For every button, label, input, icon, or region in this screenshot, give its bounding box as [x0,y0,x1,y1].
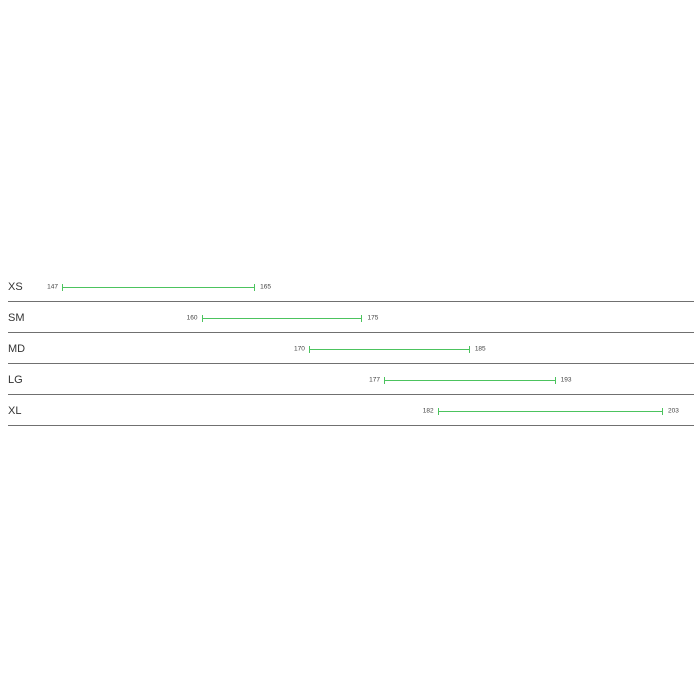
row-divider [8,394,694,395]
range-cap-right [254,283,256,291]
range-cap-right [468,345,470,353]
min-value-label: 182 [422,407,434,414]
range-cap-right [361,314,363,322]
row-divider [8,425,694,426]
max-value-label: 193 [560,376,572,383]
range-cap-left [308,345,310,353]
min-value-label: 147 [47,283,58,290]
category-label: SM [8,311,25,324]
size-row-sm: SM 160 175 [8,302,694,333]
max-value-label: 175 [367,314,379,321]
range-bar [308,345,470,353]
range-bar [437,407,663,415]
size-row-lg: LG 177 193 [8,364,694,395]
range-bar [383,376,556,384]
range-bar [201,314,363,322]
category-label: XS [8,280,23,293]
min-value-label: 160 [186,314,198,321]
size-row-xs: XS 147 165 [8,271,694,302]
size-row-xl: XL 182 203 [8,395,694,426]
max-value-label: 203 [668,407,679,414]
size-row-md: MD 170 185 [8,333,694,364]
category-label: XL [8,404,22,417]
range-cap-left [201,314,203,322]
row-divider [8,332,694,333]
min-value-label: 170 [293,345,305,352]
max-value-label: 185 [474,345,486,352]
category-label: MD [8,342,26,355]
range-cap-left [437,407,439,415]
range-cap-left [62,283,63,291]
range-bar [62,283,256,291]
range-cap-right [662,407,663,415]
row-divider [8,301,694,302]
row-divider [8,363,694,364]
range-cap-left [383,376,385,384]
category-label: LG [8,373,23,386]
min-value-label: 177 [369,376,380,383]
max-value-label: 165 [260,283,272,290]
range-cap-right [554,376,556,384]
